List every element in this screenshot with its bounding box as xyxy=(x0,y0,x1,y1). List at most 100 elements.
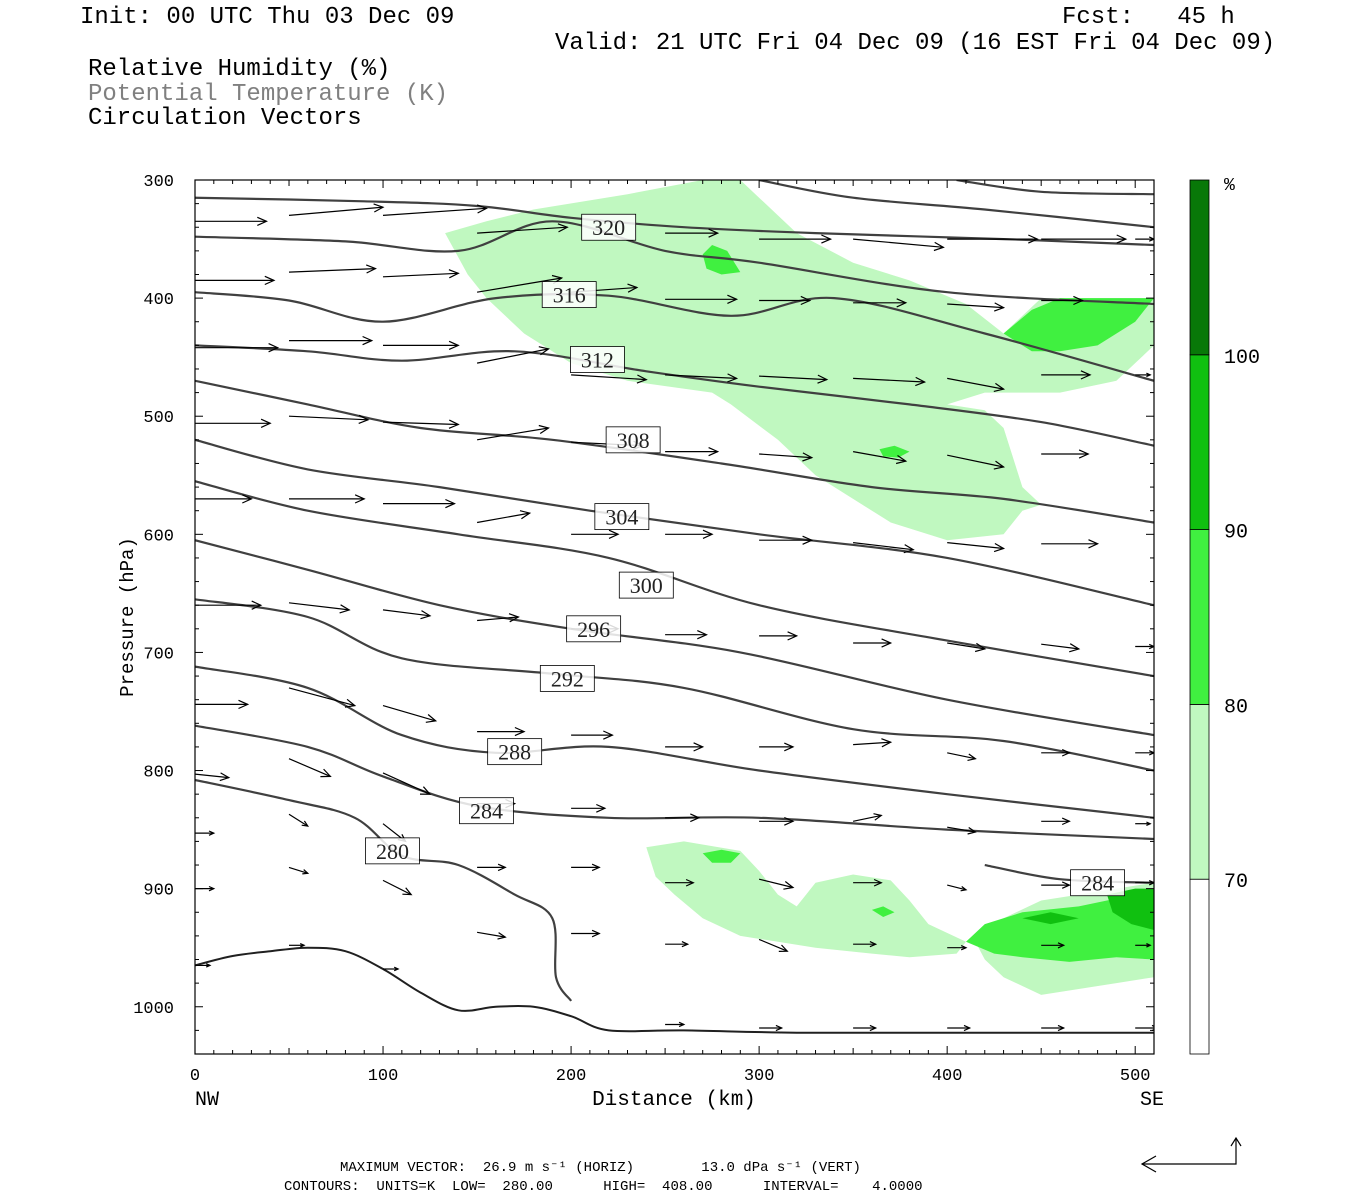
theta-contour-300 xyxy=(195,480,1154,678)
circulation-vector xyxy=(1135,880,1154,886)
contour-label-box xyxy=(459,797,514,825)
circulation-vector xyxy=(477,863,507,872)
colorbar-label: 100 xyxy=(1224,347,1260,370)
circulation-vector xyxy=(382,419,460,429)
circulation-vector xyxy=(571,374,648,384)
circulation-vector xyxy=(1135,236,1154,242)
theta-contour-308 xyxy=(195,379,1154,524)
circulation-vector xyxy=(195,772,231,782)
circulation-vector xyxy=(665,878,695,887)
plot-frame xyxy=(194,179,1155,1055)
circulation-vector xyxy=(853,941,878,948)
circulation-vector xyxy=(759,631,799,641)
circulation-vector xyxy=(853,878,883,887)
circulation-vector xyxy=(288,866,310,875)
contour-label-296: 296 xyxy=(577,617,610,642)
y-tick-label: 300 xyxy=(143,173,174,192)
circulation-vector xyxy=(477,613,520,623)
theta-contour-312 xyxy=(195,344,1154,447)
circulation-vector xyxy=(288,758,332,778)
contour-label-304: 304 xyxy=(605,505,638,530)
circulation-vector xyxy=(947,542,1006,553)
circulation-vector xyxy=(382,609,432,620)
x-tick-label: 200 xyxy=(556,1067,587,1086)
contour-label-288: 288 xyxy=(498,740,531,765)
circulation-vector xyxy=(947,752,977,761)
contour-label-box xyxy=(365,837,420,865)
circulation-vector xyxy=(1041,942,1066,949)
rh-region-80 xyxy=(871,906,895,917)
circulation-vector xyxy=(476,931,507,940)
circulation-vector xyxy=(665,1021,686,1028)
contour-label-320: 320 xyxy=(592,215,625,240)
contour-label-box xyxy=(541,281,597,308)
circulation-vector xyxy=(1041,449,1090,459)
circulation-vector xyxy=(852,813,883,822)
circulation-vector xyxy=(195,418,272,428)
y-tick-label: 800 xyxy=(143,764,174,783)
y-tick-label: 700 xyxy=(143,645,174,664)
circulation-vector xyxy=(288,602,351,614)
contour-label-box xyxy=(618,571,674,599)
contour-label-312: 312 xyxy=(581,348,614,373)
x-tick-label: 300 xyxy=(744,1067,775,1086)
theta-contour-296 xyxy=(195,539,1154,737)
theta-contour-320 xyxy=(195,220,1154,306)
rh-region-80 xyxy=(702,245,741,275)
contour-label-308: 308 xyxy=(617,428,650,453)
x-end-label-nw: NW xyxy=(195,1089,219,1112)
circulation-vector xyxy=(571,730,614,740)
circulation-vector xyxy=(758,938,789,952)
circulation-vector xyxy=(665,941,690,948)
circulation-vector xyxy=(288,203,385,216)
circulation-vector xyxy=(195,963,212,968)
circulation-vector xyxy=(571,529,620,539)
circulation-vector xyxy=(947,377,1006,392)
circulation-vector xyxy=(382,269,460,279)
contour-label-292: 292 xyxy=(551,666,584,691)
circulation-vector xyxy=(571,929,601,938)
y-axis-title: Pressure (hPa) xyxy=(117,537,139,697)
circulation-vector xyxy=(1041,539,1100,549)
contour-label-box xyxy=(487,738,543,766)
circulation-vector xyxy=(195,275,276,286)
circulation-vector xyxy=(759,234,833,244)
circulation-vector xyxy=(383,340,460,350)
rh-region-90 xyxy=(1022,912,1079,925)
circulation-vector xyxy=(477,424,550,441)
circulation-vector xyxy=(1041,370,1092,380)
max-vector-text: MAXIMUM VECTOR: 26.9 m s⁻¹ (HORIZ) 13.0 … xyxy=(340,1160,861,1176)
y-tick-label: 900 xyxy=(143,882,174,901)
colorbar-label: 90 xyxy=(1224,522,1248,545)
x-end-label-se: SE xyxy=(1140,1089,1164,1112)
circulation-vector xyxy=(195,216,268,226)
contour-label-284: 284 xyxy=(470,799,503,824)
circulation-vector xyxy=(665,228,720,238)
circulation-vector xyxy=(382,772,432,795)
circulation-vector xyxy=(477,726,526,737)
theta-contour-288 xyxy=(195,665,1154,819)
circulation-vector xyxy=(1041,817,1071,826)
circulation-vector xyxy=(383,966,400,972)
circulation-vector xyxy=(853,638,893,648)
circulation-vector xyxy=(476,510,532,524)
circulation-vector xyxy=(476,346,550,364)
legend-potential-temperature: Potential Temperature (K) xyxy=(88,81,449,108)
circulation-vector xyxy=(1041,749,1071,757)
colorbar-unit: % xyxy=(1224,176,1235,196)
circulation-vector xyxy=(289,494,366,504)
x-tick-label: 500 xyxy=(1120,1067,1151,1086)
circulation-vector xyxy=(947,234,1039,244)
y-tick-label: 400 xyxy=(143,291,174,310)
circulation-vector xyxy=(759,374,829,384)
contour-label-box xyxy=(566,615,622,643)
circulation-vector xyxy=(947,454,1006,470)
circulation-vector xyxy=(853,542,915,554)
circulation-vector xyxy=(571,863,601,872)
circulation-vector xyxy=(665,373,739,383)
circulation-vector xyxy=(947,945,968,951)
circulation-vector xyxy=(1135,821,1152,826)
y-tick-label: 1000 xyxy=(133,1000,174,1019)
colorbar-segment xyxy=(1189,704,1210,880)
